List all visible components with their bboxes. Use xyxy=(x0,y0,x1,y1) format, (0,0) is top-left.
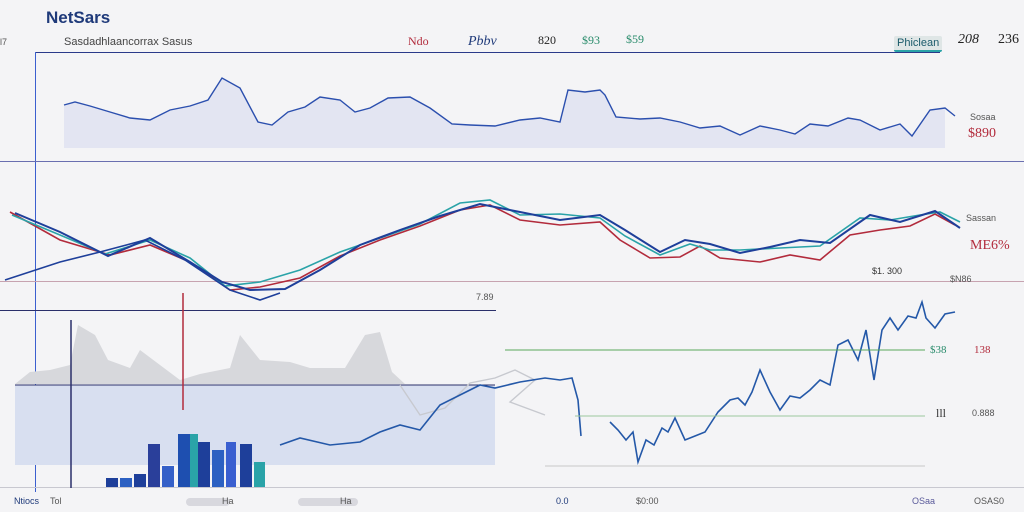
footer-item-3[interactable]: Ha xyxy=(222,496,234,506)
bar xyxy=(106,478,118,487)
tab-5[interactable]: $59 xyxy=(626,32,644,46)
bar xyxy=(212,450,224,487)
left-axis xyxy=(35,52,36,492)
header-value-1: 208 xyxy=(958,32,979,47)
footer-item-1[interactable]: Ntiocs xyxy=(14,496,40,506)
footer-pill-1[interactable] xyxy=(186,498,230,506)
header-left-label[interactable]: Sasdadhlaancorrax Sasus xyxy=(64,36,193,48)
header-divider xyxy=(36,52,940,53)
tab-1[interactable]: Ndo xyxy=(408,34,429,48)
app-title: NetSars xyxy=(46,8,111,27)
panel3-marker-label: 7.89 xyxy=(476,292,494,302)
panel3-light-series xyxy=(399,369,546,416)
footer-item-2[interactable]: Tol xyxy=(50,496,62,506)
panel1-area xyxy=(64,78,945,148)
bar xyxy=(134,474,146,487)
header-value-2: 236 xyxy=(998,32,1019,47)
panel2-mid-label: $1. 300 xyxy=(872,266,903,276)
panel1-value: $890 xyxy=(968,126,996,141)
panel3-right-label-red: 138 xyxy=(974,344,991,356)
bar xyxy=(148,444,160,487)
panel1-line xyxy=(63,77,956,138)
footer-divider xyxy=(0,487,1024,488)
panel3-right-label-mid: lll xyxy=(936,406,947,420)
panel3-right-label-top: $N86 xyxy=(950,274,972,284)
header-tag: l7 xyxy=(0,37,8,47)
panel3-series-blue xyxy=(279,299,956,466)
bar xyxy=(120,478,132,487)
footer-item-8[interactable]: OSAS0 xyxy=(974,496,1005,506)
panel2-series-red xyxy=(9,204,956,291)
panel3-highlight-box xyxy=(15,385,495,465)
bar xyxy=(226,442,236,487)
footer-pill-2[interactable] xyxy=(298,498,358,506)
panel2-label-top: Sassan xyxy=(966,213,997,223)
bar xyxy=(240,444,252,487)
footer-item-4[interactable]: Ha xyxy=(340,496,352,506)
panel2-value: ME6% xyxy=(970,238,1010,253)
panel2-series-blue xyxy=(14,202,961,292)
bar xyxy=(162,466,174,487)
tab-2[interactable]: Pbbv xyxy=(468,34,497,49)
panel2-series-teal xyxy=(11,199,961,287)
right-badge[interactable]: Phiclean xyxy=(894,36,943,52)
panel3-area xyxy=(15,325,405,384)
footer-item-5[interactable]: 0.0 xyxy=(556,496,569,506)
tab-4[interactable]: $93 xyxy=(582,33,600,47)
bar xyxy=(198,442,210,487)
bar xyxy=(190,434,198,487)
panel2-series-blue-2 xyxy=(4,239,281,301)
footer-item-6[interactable]: $0:00 xyxy=(636,496,659,506)
panel1-label-top: Sosaa xyxy=(970,112,996,122)
panel-divider-3 xyxy=(0,310,496,311)
bar xyxy=(254,462,265,487)
panel-divider-1 xyxy=(0,161,1024,162)
footer-item-7[interactable]: OSaa xyxy=(912,496,936,506)
panel3-bars xyxy=(106,434,265,487)
tab-3[interactable]: 820 xyxy=(538,33,556,47)
panel3-right-label-green: $38 xyxy=(930,344,947,356)
bar xyxy=(178,434,190,487)
panel-divider-2 xyxy=(0,281,1024,282)
panel3-right-label-mid2: 0.888 xyxy=(972,408,995,418)
